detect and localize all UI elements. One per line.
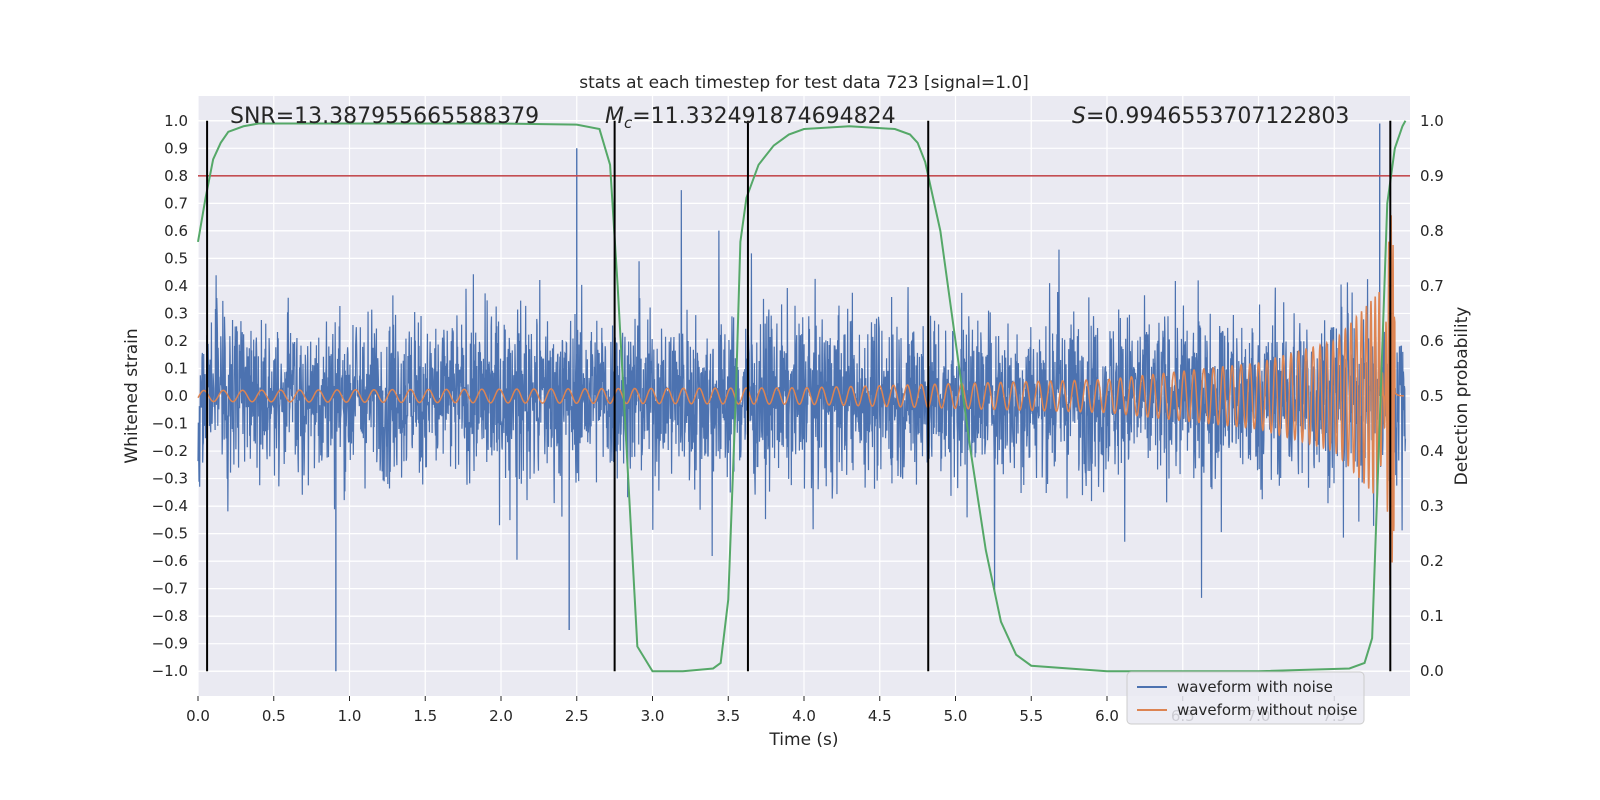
x-tick-label: 6.0 [1095, 707, 1119, 725]
y-left-tick-label: −0.2 [152, 442, 188, 460]
x-tick-label: 5.5 [1019, 707, 1043, 725]
y-left-tick-label: −1.0 [152, 662, 188, 680]
waveform-with-noise-line [197, 190, 1407, 598]
series-detection-probability [197, 120, 1407, 673]
y-left-tick-label: −0.6 [152, 552, 188, 570]
y-left-tick-label: −0.1 [152, 415, 188, 433]
y-right-tick-label: 0.0 [1420, 662, 1444, 680]
y-left-tick-label: 0.6 [164, 222, 188, 240]
y-left-tick-label: −0.3 [152, 470, 188, 488]
s-annotation: S=0.9946553707122803 [1072, 104, 1349, 129]
y-right-tick-label: 0.6 [1420, 332, 1444, 350]
x-tick-label: 2.5 [565, 707, 589, 725]
y-axis-left-label: Whitened strain [122, 328, 142, 463]
x-tick-label: 0.5 [262, 707, 286, 725]
y-right-tick-label: 0.7 [1420, 277, 1444, 295]
y-right-tick-label: 0.3 [1420, 497, 1444, 515]
y-left-tick-label: −0.5 [152, 525, 188, 543]
series-waveform-without-noise [197, 215, 1404, 586]
y-left-tick-label: 0.1 [164, 359, 188, 377]
series-waveform-with-noise [197, 123, 1407, 672]
x-tick-label: 1.0 [338, 707, 362, 725]
y-left-tick-label: −0.7 [152, 580, 188, 598]
x-tick-label: 1.5 [413, 707, 437, 725]
y-left-tick-label: 0.5 [164, 249, 188, 267]
legend: waveform with noise waveform without nois… [1126, 671, 1365, 725]
y-left-tick-label: 0.2 [164, 332, 188, 350]
x-tick-label: 3.5 [716, 707, 740, 725]
y-left-tick-label: −0.9 [152, 635, 188, 653]
chart-title: stats at each timestep for test data 723… [579, 73, 1029, 93]
y-axis-right-label: Detection probability [1452, 307, 1472, 486]
y-right-tick-label: 0.2 [1420, 552, 1444, 570]
mc-annotation: Mc=11.332491874694824 [605, 104, 896, 132]
y-left-tick-label: 0.0 [164, 387, 188, 405]
y-left-tick-label: 0.8 [164, 167, 188, 185]
legend-label: waveform without noise [1177, 701, 1357, 719]
y-right-tick-label: 0.5 [1420, 387, 1444, 405]
y-left-tick-label: 0.3 [164, 304, 188, 322]
marker-lines [206, 120, 1392, 672]
x-tick-label: 4.5 [868, 707, 892, 725]
y-left-tick-label: −0.8 [152, 607, 188, 625]
y-left-tick-label: −0.4 [152, 497, 188, 515]
legend-box [1126, 671, 1365, 725]
y-right-tick-label: 1.0 [1420, 112, 1444, 130]
y-right-tick-label: 0.4 [1420, 442, 1444, 460]
snr-annotation: SNR=13.387955665588379 [230, 104, 539, 129]
legend-label: waveform with noise [1177, 678, 1333, 696]
y-left-tick-label: 0.9 [164, 139, 188, 157]
y-left-tick-label: 0.7 [164, 194, 188, 212]
x-tick-label: 4.0 [792, 707, 816, 725]
y-right-tick-label: 0.1 [1420, 607, 1444, 625]
y-right-tick-label: 0.9 [1420, 167, 1444, 185]
y-left-tick-label: 1.0 [164, 112, 188, 130]
y-right-tick-label: 0.8 [1420, 222, 1444, 240]
x-tick-label: 5.0 [944, 707, 968, 725]
y-left-tick-label: 0.4 [164, 277, 188, 295]
x-axis-label: Time (s) [768, 730, 838, 750]
detection-probability-line [197, 120, 1407, 673]
x-tick-label: 0.0 [186, 707, 210, 725]
x-tick-label: 2.0 [489, 707, 513, 725]
x-tick-label: 3.0 [641, 707, 665, 725]
waveform-without-noise-line [197, 215, 1404, 586]
